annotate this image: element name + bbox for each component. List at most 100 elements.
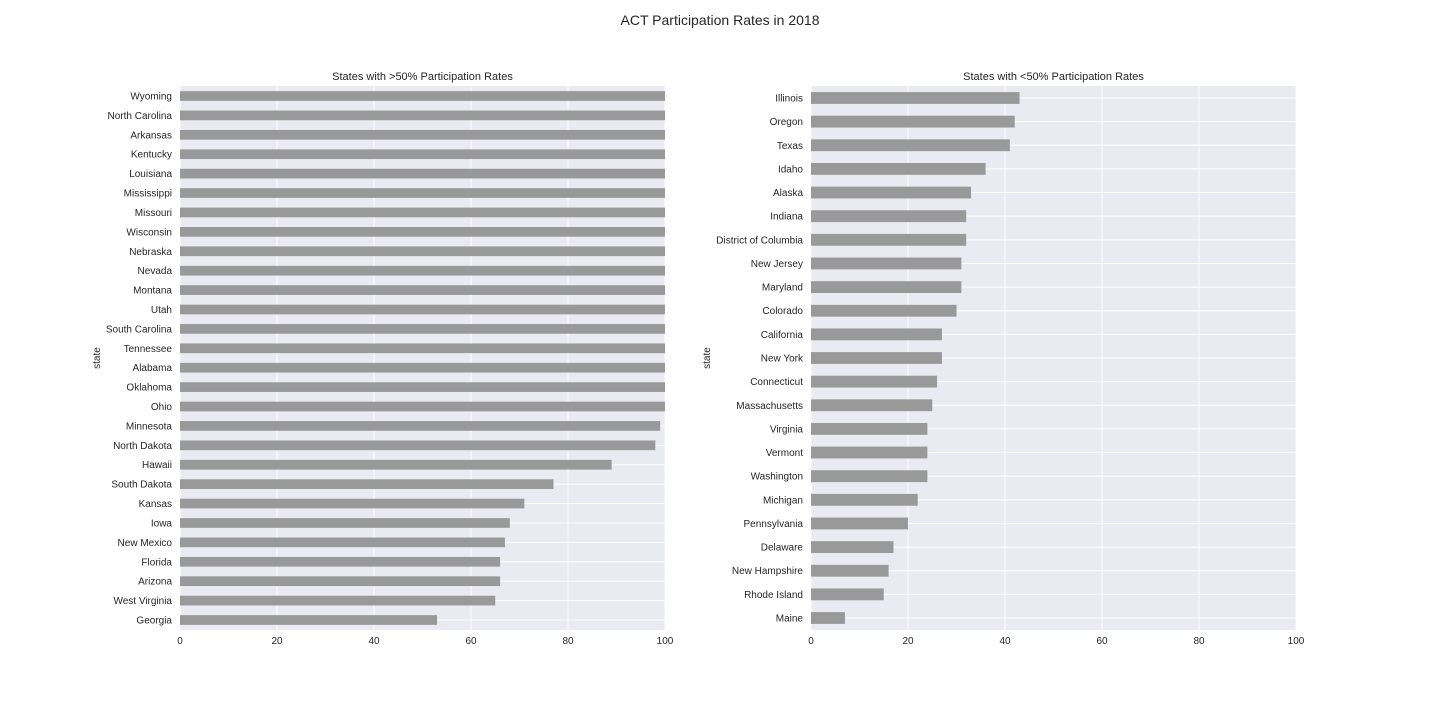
- right-bar: [811, 352, 942, 364]
- left-bar: [180, 440, 656, 451]
- right-bar: [811, 115, 1015, 128]
- left-y-axis-label: state: [92, 347, 103, 369]
- left-category-label: Montana: [133, 286, 172, 297]
- right-chart: Illinois Oregon Texas Idaho Alaska Indiana Dis…: [702, 71, 1305, 647]
- left-x-tick-label: 40: [368, 636, 380, 647]
- right-bars: [811, 92, 1020, 624]
- left-bar: [180, 595, 496, 606]
- right-x-tick-label: 100: [1288, 636, 1305, 647]
- right-bar: [811, 470, 928, 483]
- right-category-label: Maryland: [762, 283, 803, 294]
- right-bar: [811, 163, 986, 175]
- right-category-label: New Hampshire: [732, 566, 804, 577]
- right-category-label: California: [761, 330, 804, 341]
- right-category-label: Virginia: [770, 424, 804, 435]
- right-category-labels: Illinois Oregon Texas Idaho Alaska Indiana Dis…: [716, 94, 804, 625]
- left-bar: [180, 246, 665, 257]
- left-bar: [180, 498, 525, 509]
- left-category-label: Utah: [151, 305, 172, 316]
- right-bar: [811, 233, 967, 246]
- left-bar: [180, 324, 665, 334]
- left-bar: [180, 285, 665, 295]
- left-bars: [180, 91, 665, 625]
- left-bar: [180, 382, 665, 392]
- right-bar: [811, 281, 962, 293]
- right-category-label: Delaware: [761, 543, 804, 554]
- left-bar: [180, 537, 505, 548]
- right-x-tick-label: 40: [999, 636, 1011, 647]
- figure-title: ACT Participation Rates in 2018: [621, 12, 820, 28]
- left-x-tick-labels: 0 20 40 60 80 100: [177, 636, 674, 647]
- left-category-label: Louisiana: [129, 169, 172, 180]
- right-bar: [811, 210, 967, 223]
- right-category-label: Idaho: [778, 164, 803, 175]
- left-bar: [180, 149, 665, 160]
- right-category-label: Alaska: [773, 188, 803, 199]
- left-chart-title: States with >50% Participation Rates: [332, 71, 513, 83]
- right-bar: [811, 493, 918, 506]
- right-x-tick-label: 20: [902, 636, 914, 647]
- left-category-label: Alabama: [133, 363, 173, 374]
- left-category-label: Nebraska: [129, 247, 172, 258]
- right-category-label: Vermont: [766, 448, 803, 459]
- left-category-label: Florida: [141, 557, 172, 568]
- right-category-label: Maine: [776, 614, 804, 625]
- left-category-label: Arizona: [138, 577, 172, 588]
- left-bar: [180, 615, 438, 625]
- left-bar: [180, 362, 665, 373]
- right-category-label: Rhode Island: [744, 590, 803, 601]
- right-x-tick-label: 80: [1193, 636, 1205, 647]
- left-category-label: Nevada: [138, 266, 173, 277]
- left-category-label: North Dakota: [113, 441, 172, 452]
- left-category-label: Kansas: [139, 499, 172, 510]
- left-bar: [180, 207, 665, 218]
- left-category-label: West Virginia: [113, 596, 172, 607]
- right-bar: [811, 588, 884, 601]
- right-category-label: Illinois: [775, 94, 803, 105]
- right-category-label: Pennsylvania: [744, 519, 804, 530]
- left-x-tick-label: 60: [465, 636, 477, 647]
- right-bar: [811, 399, 933, 412]
- left-bar: [180, 129, 665, 140]
- left-category-label: North Carolina: [108, 111, 173, 122]
- left-category-label: Mississippi: [124, 189, 172, 200]
- left-bar: [180, 479, 554, 489]
- left-category-label: Oklahoma: [126, 383, 172, 394]
- left-bar: [180, 91, 665, 101]
- right-category-label: Michigan: [763, 495, 803, 506]
- right-category-label: Washington: [751, 472, 803, 483]
- right-bar: [811, 139, 1010, 152]
- right-bar: [811, 564, 889, 577]
- right-bar: [811, 92, 1020, 104]
- right-category-label: Connecticut: [750, 377, 803, 388]
- right-bar: [811, 423, 928, 435]
- left-category-label: Wyoming: [130, 92, 172, 103]
- left-bar: [180, 459, 612, 470]
- right-x-tick-label: 0: [808, 636, 814, 647]
- right-category-label: District of Columbia: [716, 235, 803, 246]
- left-x-tick-label: 20: [271, 636, 283, 647]
- left-category-label: Iowa: [151, 518, 173, 529]
- right-category-label: Colorado: [762, 306, 803, 317]
- right-category-label: Texas: [777, 141, 803, 152]
- left-bar: [180, 343, 665, 354]
- left-bar: [180, 188, 665, 198]
- left-category-label: Georgia: [136, 616, 172, 627]
- right-y-axis-label: state: [702, 347, 713, 369]
- left-bar: [180, 518, 510, 528]
- left-category-label: Arkansas: [130, 130, 172, 141]
- left-category-label: South Carolina: [106, 324, 173, 335]
- left-category-label: Tennessee: [124, 344, 173, 355]
- left-bar: [180, 556, 501, 567]
- left-category-label: Ohio: [151, 402, 173, 413]
- left-bar: [180, 421, 661, 431]
- right-x-tick-label: 60: [1096, 636, 1108, 647]
- right-bar: [811, 612, 845, 624]
- left-x-tick-label: 0: [177, 636, 183, 647]
- left-bar: [180, 401, 665, 412]
- right-category-label: New York: [761, 354, 804, 365]
- left-plot-area: [180, 86, 665, 630]
- right-bar: [811, 257, 962, 270]
- right-category-label: New Jersey: [751, 259, 803, 270]
